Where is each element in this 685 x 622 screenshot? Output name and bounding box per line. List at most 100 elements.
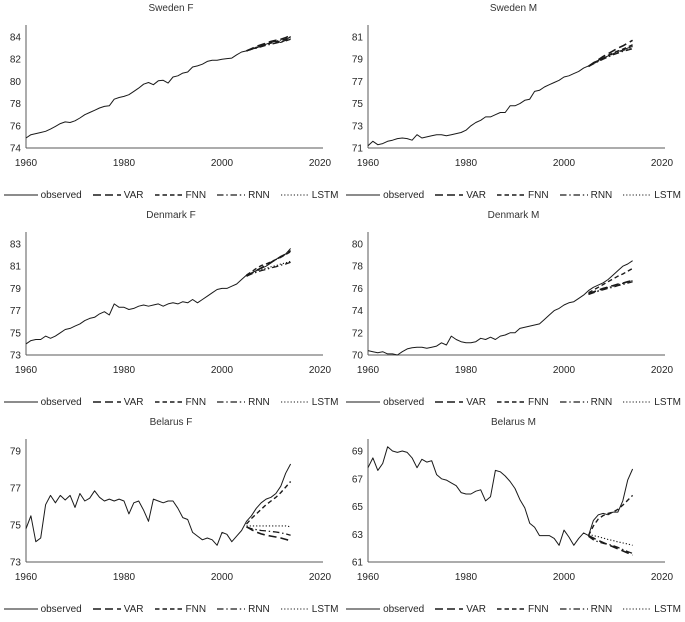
y-tick-label: 75	[352, 99, 364, 110]
series-lstm-line	[246, 525, 291, 528]
legend-label: LSTM	[654, 603, 681, 615]
line-chart-canvas: 74 76 78 80 82 84 1960 1980 2000 2020	[10, 25, 332, 169]
y-tick-label: 76	[352, 284, 364, 295]
chart-title: Belarus F	[149, 417, 193, 428]
y-tick-label: 61	[352, 558, 364, 569]
legend-item-var: VAR	[435, 190, 486, 201]
y-tick-label: 74	[352, 306, 364, 317]
legend-line-sample-long-dash	[435, 194, 464, 196]
y-tick-label: 70	[352, 351, 364, 362]
y-tick-label: 79	[10, 447, 22, 458]
legend-line-sample-long-dash	[92, 401, 121, 403]
legend-label: VAR	[123, 189, 144, 201]
legend-item-rnn: RNN	[217, 397, 270, 408]
legend-label: VAR	[466, 603, 487, 615]
legend-item-lstm: LSTM	[623, 397, 681, 408]
legend-line-sample-solid	[3, 194, 38, 196]
legend-line-sample-dot	[623, 608, 652, 610]
legend-label: RNN	[590, 396, 613, 408]
chart-panel-belarus-f: Belarus F 73 75 77 79 1960 1980 2000 2020 obser…	[0, 414, 342, 621]
line-chart-canvas: 61 63 65 67 69 1960 1980 2000 2020	[352, 439, 674, 583]
legend-line-sample-dot	[280, 401, 309, 403]
legend-item-var: VAR	[92, 189, 144, 201]
x-tick-label: 1980	[113, 572, 136, 583]
y-tick-label: 73	[10, 351, 22, 362]
x-tick-label: 1960	[357, 572, 380, 583]
y-tick-label: 73	[10, 558, 22, 569]
legend-label: VAR	[466, 396, 487, 408]
legend-line-sample-long-dash	[92, 608, 121, 610]
legend-item-lstm: LSTM	[280, 396, 339, 408]
legend-item-var: VAR	[92, 604, 144, 615]
y-tick-label: 84	[10, 33, 22, 44]
legend-item-observed: observed	[346, 190, 424, 201]
series-lstm-line	[588, 280, 633, 295]
legend-label: observed	[40, 603, 82, 615]
chart-legend: observed VAR FNN RNN LSTM	[0, 597, 342, 621]
legend-line-sample-dash	[154, 401, 183, 403]
series-rnn-line	[246, 526, 291, 536]
legend-line-sample-solid	[3, 608, 38, 610]
x-tick-label: 2000	[553, 572, 576, 583]
legend-label: LSTM	[311, 396, 339, 408]
legend-label: RNN	[248, 396, 270, 408]
legend-label: FNN	[185, 396, 207, 408]
legend-line-sample-dash	[497, 401, 526, 403]
line-chart-canvas: 73 75 77 79 1960 1980 2000 2020	[10, 439, 332, 583]
series-var-line	[246, 34, 291, 52]
chart-panel-denmark-m: Denmark M 70 72 74 76 78 80 1960 1980 2000 2020 o…	[342, 207, 685, 414]
y-tick-label: 80	[352, 240, 364, 251]
y-tick-label: 78	[10, 99, 22, 110]
chart-title: Sweden M	[489, 3, 538, 14]
legend-item-fnn: FNN	[497, 190, 549, 201]
legend-label: FNN	[528, 603, 549, 615]
legend-item-lstm: LSTM	[623, 604, 681, 615]
x-tick-label: 1960	[357, 365, 380, 376]
series-observed-line	[367, 260, 633, 356]
legend-label: LSTM	[654, 396, 681, 408]
series-observed-line	[367, 45, 633, 147]
y-tick-label: 79	[10, 284, 22, 295]
series-lstm-line	[246, 260, 291, 277]
series-fnn-line	[245, 481, 292, 525]
y-tick-label: 81	[10, 262, 22, 273]
legend-label: FNN	[185, 189, 207, 201]
legend-item-fnn: FNN	[497, 397, 549, 408]
y-tick-label: 78	[352, 262, 364, 273]
y-tick-label: 82	[10, 55, 22, 66]
y-tick-label: 81	[352, 33, 364, 44]
legend-label: VAR	[466, 189, 487, 201]
line-chart-canvas: 73 75 77 79 81 83 1960 1980 2000 2020	[10, 232, 332, 376]
series-rnn-line	[588, 281, 633, 296]
y-tick-label: 75	[10, 521, 22, 532]
series-fnn-line	[587, 494, 634, 536]
chart-title: Belarus M	[490, 417, 536, 428]
line-chart-canvas: 70 72 74 76 78 80 1960 1980 2000 2020	[352, 232, 674, 376]
legend-item-var: VAR	[92, 397, 144, 408]
legend-label: observed	[383, 189, 425, 201]
legend-item-fnn: FNN	[154, 189, 207, 201]
chart-legend: observed VAR FNN RNN LSTM	[342, 597, 685, 621]
legend-label: FNN	[528, 396, 549, 408]
legend-item-rnn: RNN	[559, 604, 612, 615]
legend-line-sample-dash	[154, 194, 183, 196]
y-tick-label: 83	[10, 240, 22, 251]
legend-label: LSTM	[311, 189, 339, 201]
legend-label: observed	[40, 189, 82, 201]
legend-item-var: VAR	[435, 397, 486, 408]
series-lstm-line	[588, 533, 633, 546]
legend-item-lstm: LSTM	[280, 603, 339, 615]
series-var-line	[246, 526, 291, 542]
legend-label: LSTM	[311, 603, 339, 615]
legend-label: RNN	[248, 189, 270, 201]
x-tick-label: 1980	[455, 365, 478, 376]
x-tick-label: 2000	[553, 158, 576, 169]
chart-legend: observed VAR FNN RNN LSTM	[342, 390, 685, 414]
x-tick-label: 2000	[211, 365, 234, 376]
x-tick-label: 2020	[651, 365, 674, 376]
series-observed-line	[25, 463, 292, 546]
chart-title: Denmark F	[146, 210, 196, 221]
legend-line-sample-dash-dot	[217, 194, 246, 196]
y-tick-label: 63	[352, 530, 364, 541]
